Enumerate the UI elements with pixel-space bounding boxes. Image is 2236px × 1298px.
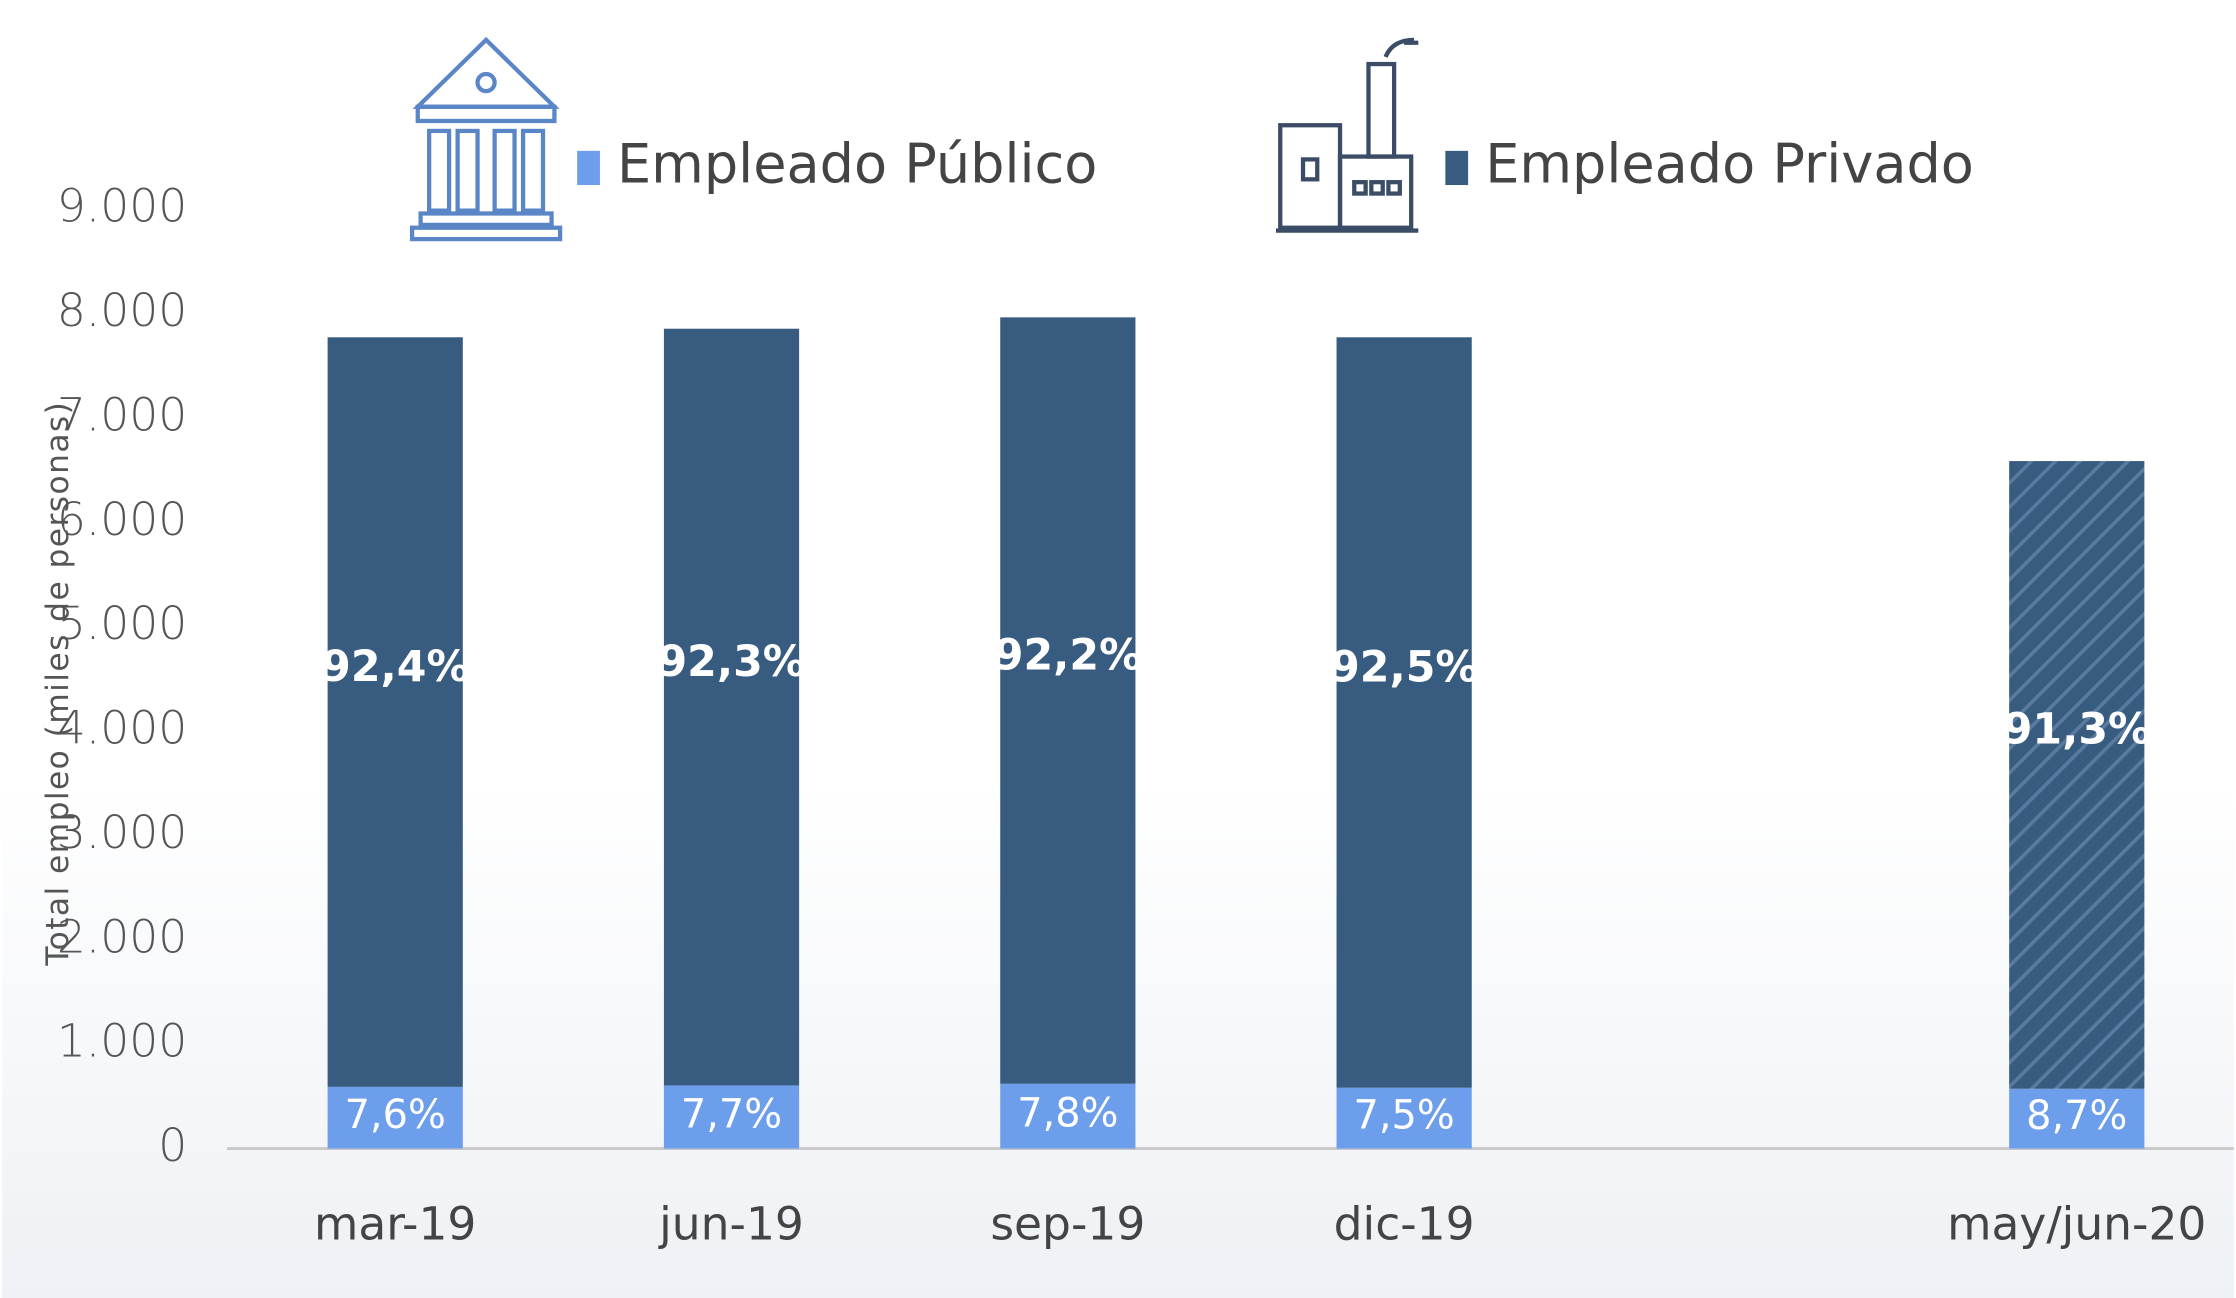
bar-segment <box>1336 1087 1472 1149</box>
data-label: 7,5% <box>1354 1093 1455 1139</box>
x-tick-label: sep-19 <box>990 1197 1145 1250</box>
y-tick-label: 7.000 <box>57 388 187 441</box>
y-tick-label: 5.000 <box>57 597 187 650</box>
data-label: 7,8% <box>1017 1091 1118 1137</box>
y-tick-label: 9.000 <box>57 180 187 233</box>
legend-swatch <box>1445 150 1469 186</box>
x-tick-label: jun-19 <box>658 1197 804 1250</box>
x-tick-label: dic-19 <box>1334 1197 1475 1250</box>
y-tick-label: 3.000 <box>57 806 187 859</box>
data-label: 92,4% <box>321 642 469 692</box>
bar-segment <box>2009 1088 2145 1149</box>
data-label: 92,3% <box>657 637 805 687</box>
x-tick-label: mar-19 <box>314 1197 476 1250</box>
y-axis-title: Total empleo (miles de personas) <box>40 401 76 967</box>
bar-segment <box>663 328 800 1086</box>
legend-swatch <box>577 150 600 186</box>
bar-segment <box>1000 317 1136 1084</box>
y-tick-label: 4.000 <box>57 702 187 755</box>
private-icon <box>1275 37 1419 233</box>
data-label: 92,2% <box>994 630 1142 680</box>
bar-segment <box>1000 1083 1136 1149</box>
y-tick-label: 6.000 <box>57 493 187 546</box>
bar-segment <box>327 337 463 1087</box>
x-tick-label: may/jun-20 <box>1947 1197 2206 1250</box>
y-tick-label: 2.000 <box>57 910 187 963</box>
bar-segment <box>327 1086 463 1149</box>
public-icon <box>409 36 563 242</box>
data-label: 8,7% <box>2026 1093 2127 1139</box>
data-label: 92,5% <box>1330 642 1478 692</box>
data-label: 91,3% <box>2003 705 2151 755</box>
data-label: 7,7% <box>681 1091 782 1137</box>
bar-segment <box>663 1085 800 1149</box>
y-tick-label: 0 <box>158 1119 187 1172</box>
data-label: 7,6% <box>345 1092 446 1138</box>
y-tick-label: 1.000 <box>57 1015 187 1068</box>
legend-label: Empleado Privado <box>1485 133 1974 196</box>
bar-segment <box>2009 461 2145 1089</box>
bar-segment <box>1336 337 1472 1088</box>
y-tick-label: 8.000 <box>57 284 187 337</box>
legend-label: Empleado Público <box>617 133 1097 196</box>
